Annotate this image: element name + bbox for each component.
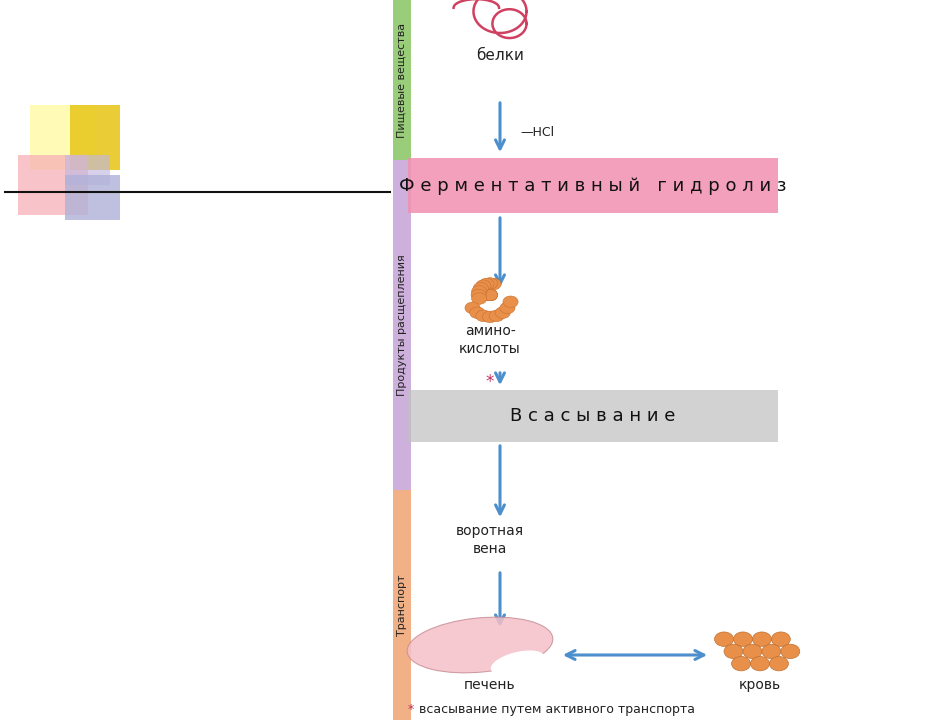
Bar xyxy=(393,490,411,720)
Bar xyxy=(70,105,120,170)
Bar xyxy=(408,390,778,442)
Circle shape xyxy=(503,296,518,307)
Circle shape xyxy=(724,644,743,659)
Bar xyxy=(408,158,778,213)
Circle shape xyxy=(781,644,800,659)
Ellipse shape xyxy=(491,650,545,675)
Circle shape xyxy=(743,644,762,659)
Circle shape xyxy=(475,310,491,322)
Circle shape xyxy=(715,632,734,647)
Text: всасывание путем активного транспорта: всасывание путем активного транспорта xyxy=(420,703,695,716)
Bar xyxy=(393,0,411,160)
Circle shape xyxy=(762,644,781,659)
Bar xyxy=(65,155,110,185)
Circle shape xyxy=(751,657,770,671)
Text: *: * xyxy=(408,703,414,716)
Bar xyxy=(393,160,411,490)
Circle shape xyxy=(472,286,487,297)
Text: белки: белки xyxy=(476,48,524,63)
Text: печень: печень xyxy=(464,678,516,692)
Circle shape xyxy=(482,289,497,301)
Circle shape xyxy=(482,289,497,301)
Circle shape xyxy=(495,307,510,318)
Circle shape xyxy=(500,302,515,314)
Circle shape xyxy=(472,293,487,305)
Circle shape xyxy=(465,302,480,314)
Circle shape xyxy=(772,632,791,647)
Text: —HCl: —HCl xyxy=(520,125,554,138)
Text: амино-
кислоты: амино- кислоты xyxy=(459,324,521,356)
Circle shape xyxy=(482,289,497,301)
Text: Продукты расщепления: Продукты расщепления xyxy=(397,254,407,396)
Bar xyxy=(18,155,88,215)
Circle shape xyxy=(482,278,497,289)
Circle shape xyxy=(470,307,485,318)
Circle shape xyxy=(753,632,772,647)
Text: воротная
вена: воротная вена xyxy=(456,524,524,556)
Bar xyxy=(65,175,120,220)
Circle shape xyxy=(482,311,497,323)
Text: кровь: кровь xyxy=(739,678,781,692)
Circle shape xyxy=(474,282,489,294)
Circle shape xyxy=(770,657,789,671)
Circle shape xyxy=(479,279,494,290)
Circle shape xyxy=(471,289,486,301)
Text: *: * xyxy=(486,373,494,391)
Text: Транспорт: Транспорт xyxy=(397,575,407,636)
Ellipse shape xyxy=(407,617,553,673)
Bar xyxy=(30,105,95,170)
Circle shape xyxy=(475,280,491,292)
Circle shape xyxy=(734,632,753,647)
Text: Ф е р м е н т а т и в н ы й   г и д р о л и з: Ф е р м е н т а т и в н ы й г и д р о л … xyxy=(400,176,787,194)
Circle shape xyxy=(489,310,504,322)
Circle shape xyxy=(486,279,501,290)
Text: В с а с ы в а н и е: В с а с ы в а н и е xyxy=(510,407,676,425)
Circle shape xyxy=(732,657,751,671)
Circle shape xyxy=(482,289,497,301)
Text: Пищевые вещества: Пищевые вещества xyxy=(397,22,407,138)
